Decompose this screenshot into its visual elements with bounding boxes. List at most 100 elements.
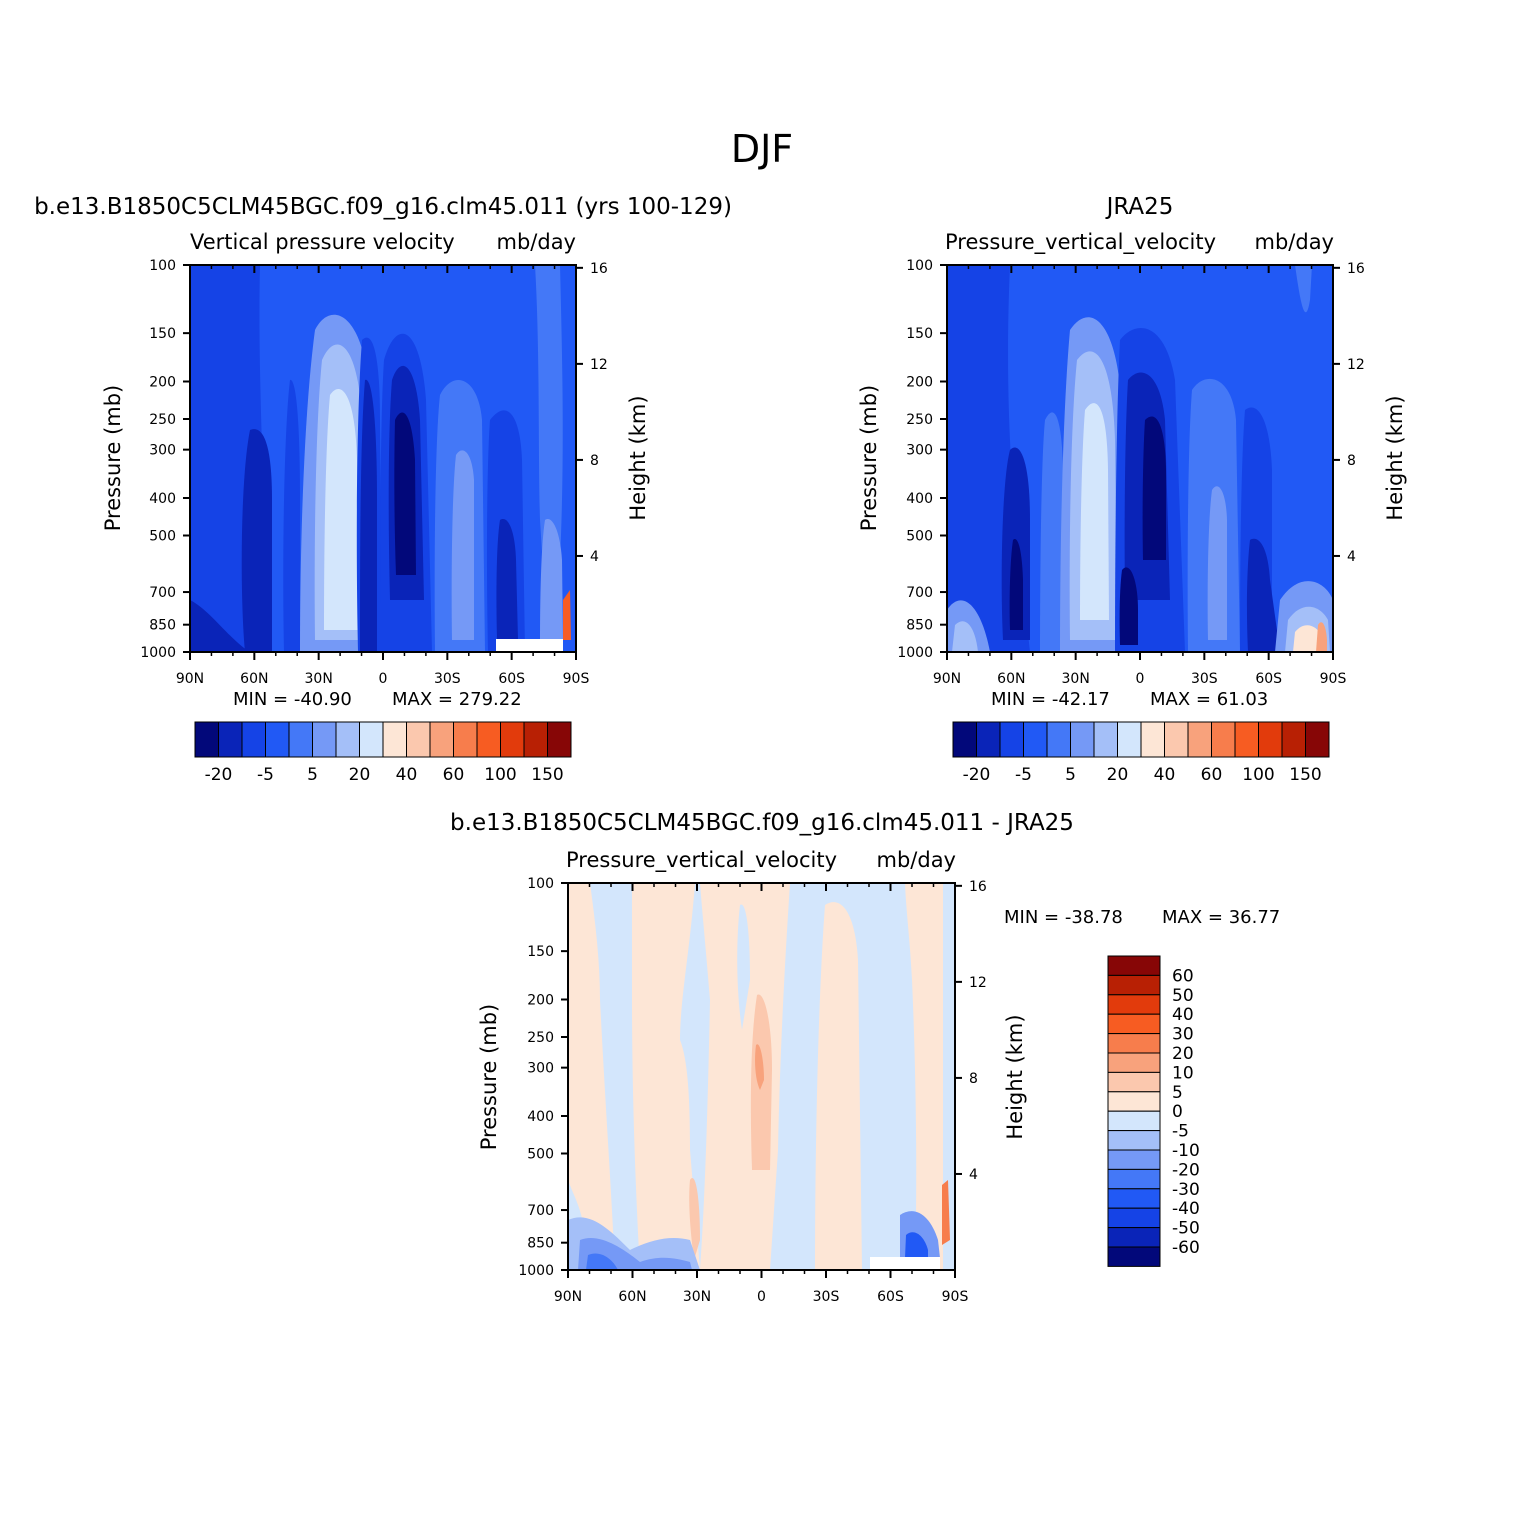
panel-diff-colorbar-label: -5 xyxy=(1172,1122,1189,1142)
panel-model-latitude-tick-label: 90N xyxy=(176,671,204,687)
panel-diff-min-readout: MIN = -38.78 xyxy=(1004,907,1123,928)
panel-obs-pressure-tick-label: 300 xyxy=(906,443,933,459)
panel-model-colorbar-label: 40 xyxy=(396,765,418,785)
panel-model-latitude-tick-label: 60N xyxy=(240,671,268,687)
panel-obs-colorbar-swatch xyxy=(1164,721,1189,758)
panel-diff-colorbar-label: 60 xyxy=(1172,966,1194,986)
panel-obs-field-region xyxy=(1009,539,1023,630)
panel-model-colorbar-swatch xyxy=(218,721,243,758)
panel-diff-colorbar-swatch xyxy=(1107,1246,1161,1267)
panel-model-height-axis-title: Height (km) xyxy=(626,395,650,520)
panel-obs-max-readout: MAX = 61.03 xyxy=(1150,689,1268,710)
panel-diff-pressure-axis-title: Pressure (mb) xyxy=(477,1004,501,1151)
panel-obs-colorbar-swatch xyxy=(1211,721,1236,758)
panel-obs-run-title: JRA25 xyxy=(1105,194,1174,220)
panel-model-field-region xyxy=(540,519,563,640)
panel-obs-height-tick-label: 12 xyxy=(1347,357,1365,373)
panel-obs-pressure-tick-label: 700 xyxy=(906,585,933,601)
panel-diff-colorbar-label: 40 xyxy=(1172,1005,1194,1025)
panel-model-field-region xyxy=(496,519,518,640)
panel-obs-colorbar-swatch xyxy=(999,721,1024,758)
panel-diff-colorbar-label: -50 xyxy=(1172,1219,1200,1239)
panel-diff-colorbar-swatch xyxy=(1107,994,1161,1015)
panel-obs-pressure-tick-label: 200 xyxy=(906,374,933,390)
panel-model-run-title: b.e13.B1850C5CLM45BGC.f09_g16.clm45.011 … xyxy=(34,194,732,220)
panel-model-latitude-tick-label: 0 xyxy=(379,671,388,687)
panel-model-field-region xyxy=(451,450,474,640)
panel-model-field-region xyxy=(283,379,300,652)
panel-obs: JRA25 Pressure_vertical_velocity mb/day xyxy=(857,194,1407,785)
panel-obs-colorbar-swatch xyxy=(1258,721,1283,758)
panel-obs-colorbar-swatch xyxy=(1305,721,1330,758)
panel-obs-latitude-tick-label: 30N xyxy=(1062,671,1090,687)
panel-model-height-tick-label: 16 xyxy=(590,261,608,277)
panel-obs-height-tick-label: 16 xyxy=(1347,261,1365,277)
panel-diff-colorbar-label: 50 xyxy=(1172,986,1194,1006)
panel-model-latitude-tick-label: 30S xyxy=(434,671,461,687)
panel-model-field-region xyxy=(190,600,250,652)
panel-diff-pressure-tick-label: 700 xyxy=(527,1203,554,1219)
panel-model-colorbar-swatch xyxy=(547,721,572,758)
panel-obs-pressure-tick-label: 100 xyxy=(906,258,933,274)
panel-model-latitude-tick-label: 60S xyxy=(498,671,525,687)
panel-obs-colorbar-swatch xyxy=(1117,721,1142,758)
panel-model-colorbar-label: -20 xyxy=(205,765,233,785)
panel-diff-colorbar-swatch xyxy=(1107,1033,1161,1054)
panel-diff-colorbar-label: 0 xyxy=(1172,1102,1183,1122)
panel-obs-pressure-tick-label: 400 xyxy=(906,491,933,507)
panel-diff-field-region xyxy=(632,883,700,1270)
panel-diff-field-region xyxy=(689,1178,700,1260)
panel-diff: b.e13.B1850C5CLM45BGC.f09_g16.clm45.011 … xyxy=(450,810,1280,1305)
panel-obs-height-tick-label: 8 xyxy=(1347,453,1356,469)
panel-model-field-region xyxy=(241,429,272,652)
panel-model-colorbar-label: 100 xyxy=(484,765,516,785)
panel-model-field-region xyxy=(360,379,377,652)
panel-diff-pressure-tick-label: 200 xyxy=(527,992,554,1008)
panel-model-units: mb/day xyxy=(497,230,577,254)
panel-model-colorbar-swatch xyxy=(382,721,407,758)
panel-diff-colorbar-label: -40 xyxy=(1172,1199,1200,1219)
panel-diff-pressure-tick-label: 500 xyxy=(527,1147,554,1163)
panel-model-colorbar: -20 -5 5 20 40 60 100 150 xyxy=(194,721,572,785)
panel-diff-colorbar-swatch xyxy=(1107,1130,1161,1151)
panel-model-pressure-tick-label: 700 xyxy=(149,585,176,601)
panel-model-latitude-tick-label: 30N xyxy=(305,671,333,687)
panel-diff-latitude-tick-label: 90S xyxy=(942,1289,969,1305)
panel-obs-pressure-tick-label: 1000 xyxy=(897,645,933,661)
panel-obs-field-region xyxy=(1040,412,1064,652)
panel-diff-field-region xyxy=(942,1180,950,1245)
panel-obs-colorbar-swatch xyxy=(1093,721,1118,758)
panel-obs-field-region xyxy=(1142,416,1166,560)
panel-obs-latitude-tick-label: 90N xyxy=(933,671,961,687)
panel-diff-field-region xyxy=(905,883,943,1270)
panel-diff-missing-data xyxy=(870,1257,940,1270)
panel-diff-colorbar-swatch xyxy=(1107,955,1161,976)
panel-diff-colorbar-label: 10 xyxy=(1172,1063,1194,1083)
panel-model-field-region xyxy=(563,590,571,640)
panel-model-pressure-tick-label: 1000 xyxy=(140,645,176,661)
panel-diff-field-region xyxy=(700,883,790,1270)
panel-diff-colorbar-label: 30 xyxy=(1172,1025,1194,1045)
panel-obs-colorbar-label: -5 xyxy=(1015,765,1032,785)
panel-diff-latitude-tick-label: 90N xyxy=(554,1289,582,1305)
panel-diff-colorbar-swatch xyxy=(1107,1227,1161,1248)
panel-obs-field-region xyxy=(1080,403,1109,620)
panel-model-pressure-tick-label: 850 xyxy=(149,618,176,634)
panel-diff-latitude-tick-label: 30S xyxy=(813,1289,840,1305)
panel-diff-pressure-tick-label: 400 xyxy=(527,1109,554,1125)
panel-model-height-tick-label: 8 xyxy=(590,453,599,469)
panel-obs-colorbar-swatch xyxy=(1023,721,1048,758)
panel-obs-colorbar-label: 40 xyxy=(1154,765,1176,785)
panel-model-colorbar-label: 5 xyxy=(307,765,318,785)
panel-obs-height-axis-title: Height (km) xyxy=(1383,395,1407,520)
panel-diff-colorbar-label: 5 xyxy=(1172,1083,1183,1103)
figure-title: DJF xyxy=(731,127,793,171)
panel-diff-latitude-tick-label: 0 xyxy=(757,1289,766,1305)
panel-obs-pressure-tick-label: 150 xyxy=(906,326,933,342)
panel-diff-colorbar-label: 20 xyxy=(1172,1044,1194,1064)
panel-diff-colorbar-label: -60 xyxy=(1172,1238,1200,1258)
panel-model-pressure-tick-label: 100 xyxy=(149,258,176,274)
panel-diff-height-axis-title: Height (km) xyxy=(1003,1014,1027,1139)
